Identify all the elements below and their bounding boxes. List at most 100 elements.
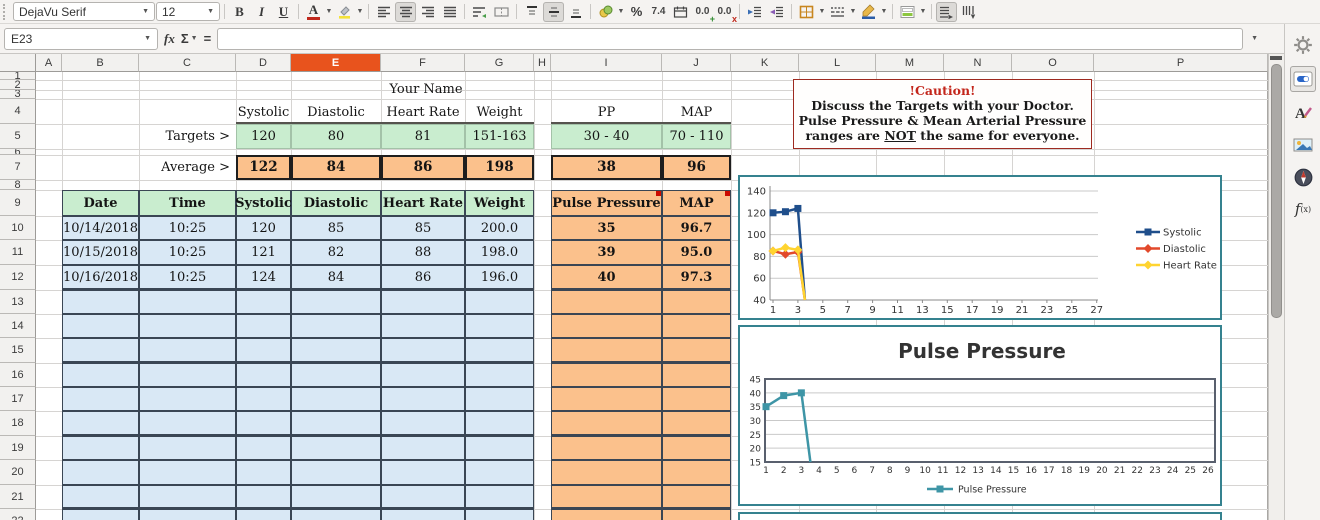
scrollbar-split-handle[interactable] [1270,56,1282,60]
table-cell[interactable] [62,290,139,314]
sum-button[interactable]: Σ ▼ [181,31,198,46]
gallery-tab[interactable] [1290,132,1316,158]
table-cell[interactable] [465,387,534,411]
table-cell[interactable]: 196.0 [465,265,534,290]
row-header-11[interactable]: 11 [0,240,36,265]
table-cell[interactable]: 85 [291,216,381,240]
table-cell[interactable] [662,338,731,363]
row-header-9[interactable]: 9 [0,190,36,216]
table-cell[interactable] [381,314,465,338]
table-cell[interactable] [236,338,291,363]
toolbar-drag-handle[interactable] [3,3,10,20]
table-cell[interactable] [551,485,662,509]
column-header-L[interactable]: L [799,54,876,72]
function-wizard-button[interactable]: fx [164,30,175,46]
table-cell[interactable] [139,314,236,338]
font-name-select[interactable]: DejaVu Serif ▼ [13,2,155,21]
align-left-button[interactable] [373,2,394,22]
table-header-cell[interactable]: Diastolic [291,190,381,216]
target-value[interactable]: 70 - 110 [662,124,731,149]
table-cell[interactable] [291,411,381,436]
row-header-20[interactable]: 20 [0,460,36,485]
table-cell[interactable]: 82 [291,240,381,265]
merge-cells-button[interactable] [491,2,512,22]
table-cell[interactable] [291,485,381,509]
bold-button[interactable]: B [235,3,244,19]
table-cell[interactable] [381,387,465,411]
column-header-E[interactable]: E [291,54,381,72]
table-cell[interactable] [139,387,236,411]
table-cell[interactable]: 121 [236,240,291,265]
row-header-6[interactable]: 6 [0,149,36,155]
table-cell[interactable]: 40 [551,265,662,290]
table-cell[interactable] [139,290,236,314]
align-top-button[interactable] [521,2,542,22]
table-cell[interactable] [139,485,236,509]
date-format-button[interactable] [670,2,691,22]
table-cell[interactable] [381,411,465,436]
pulse-pressure-chart[interactable]: 15 20 25 30 35 40 45 1 2 3 4 5 6 7 8 9 10 11 12 13 14 15 16 17 1… [738,325,1222,506]
average-label[interactable]: Average > [161,160,230,175]
table-cell[interactable] [551,509,662,520]
sidebar-settings-button[interactable] [1290,32,1316,58]
row-header-21[interactable]: 21 [0,485,36,509]
table-cell[interactable] [236,436,291,460]
font-color-button[interactable]: A [303,2,324,22]
target-value[interactable]: 120 [236,124,291,149]
table-header-cell[interactable]: Date [62,190,139,216]
metric-header-map[interactable]: MAP [662,99,731,124]
font-color-dropdown[interactable]: ▼ [325,8,333,15]
table-cell[interactable] [236,314,291,338]
formula-input[interactable] [217,27,1244,50]
border-style-button[interactable] [827,2,848,22]
average-value[interactable]: 38 [551,155,662,180]
conditional-formatting-button[interactable] [897,2,918,22]
target-value[interactable]: 151-163 [465,124,534,149]
column-header-I[interactable]: I [551,54,662,72]
italic-button[interactable]: I [258,3,265,19]
increase-indent-button[interactable] [744,2,765,22]
conditional-formatting-dropdown[interactable]: ▼ [919,8,927,15]
third-chart-partial[interactable] [738,512,1222,520]
align-justify-button[interactable] [439,2,460,22]
table-cell[interactable]: 200.0 [465,216,534,240]
table-cell[interactable] [662,387,731,411]
table-cell[interactable] [551,314,662,338]
align-center-button[interactable] [395,1,416,22]
table-cell[interactable] [62,338,139,363]
table-cell[interactable] [291,436,381,460]
metric-header-G[interactable]: Weight [465,99,534,124]
border-color-dropdown[interactable]: ▼ [880,8,888,15]
font-size-select[interactable]: 12 ▼ [156,2,220,21]
metric-header-F[interactable]: Heart Rate [381,99,465,124]
table-header-cell[interactable]: Systolic [235,190,292,216]
target-value[interactable]: 30 - 40 [551,124,662,149]
table-cell[interactable] [381,290,465,314]
row-header-3[interactable]: 3 [0,90,36,99]
table-cell[interactable] [465,460,534,485]
table-cell[interactable] [465,363,534,387]
target-value[interactable]: 80 [291,124,381,149]
column-header-F[interactable]: F [381,54,465,72]
expand-formula-bar-icon[interactable]: ▼ [1251,35,1258,42]
table-cell[interactable] [291,460,381,485]
table-cell[interactable] [662,314,731,338]
table-cell[interactable] [551,290,662,314]
average-value[interactable]: 86 [381,155,465,180]
text-direction-ttb-button[interactable] [958,2,979,22]
row-header-12[interactable]: 12 [0,265,36,290]
table-cell[interactable]: 86 [381,265,465,290]
styles-tab[interactable]: A [1290,100,1316,126]
currency-dropdown[interactable]: ▼ [617,8,625,15]
navigator-tab[interactable] [1290,164,1316,190]
table-cell[interactable]: 10:25 [139,216,236,240]
table-cell[interactable] [465,290,534,314]
table-cell[interactable] [465,338,534,363]
table-cell[interactable] [662,290,731,314]
column-header-G[interactable]: G [465,54,534,72]
table-cell[interactable]: 35 [551,216,662,240]
table-cell[interactable] [381,363,465,387]
table-cell[interactable] [381,485,465,509]
decrease-indent-button[interactable] [766,2,787,22]
table-header-cell[interactable]: MAP [662,190,731,216]
